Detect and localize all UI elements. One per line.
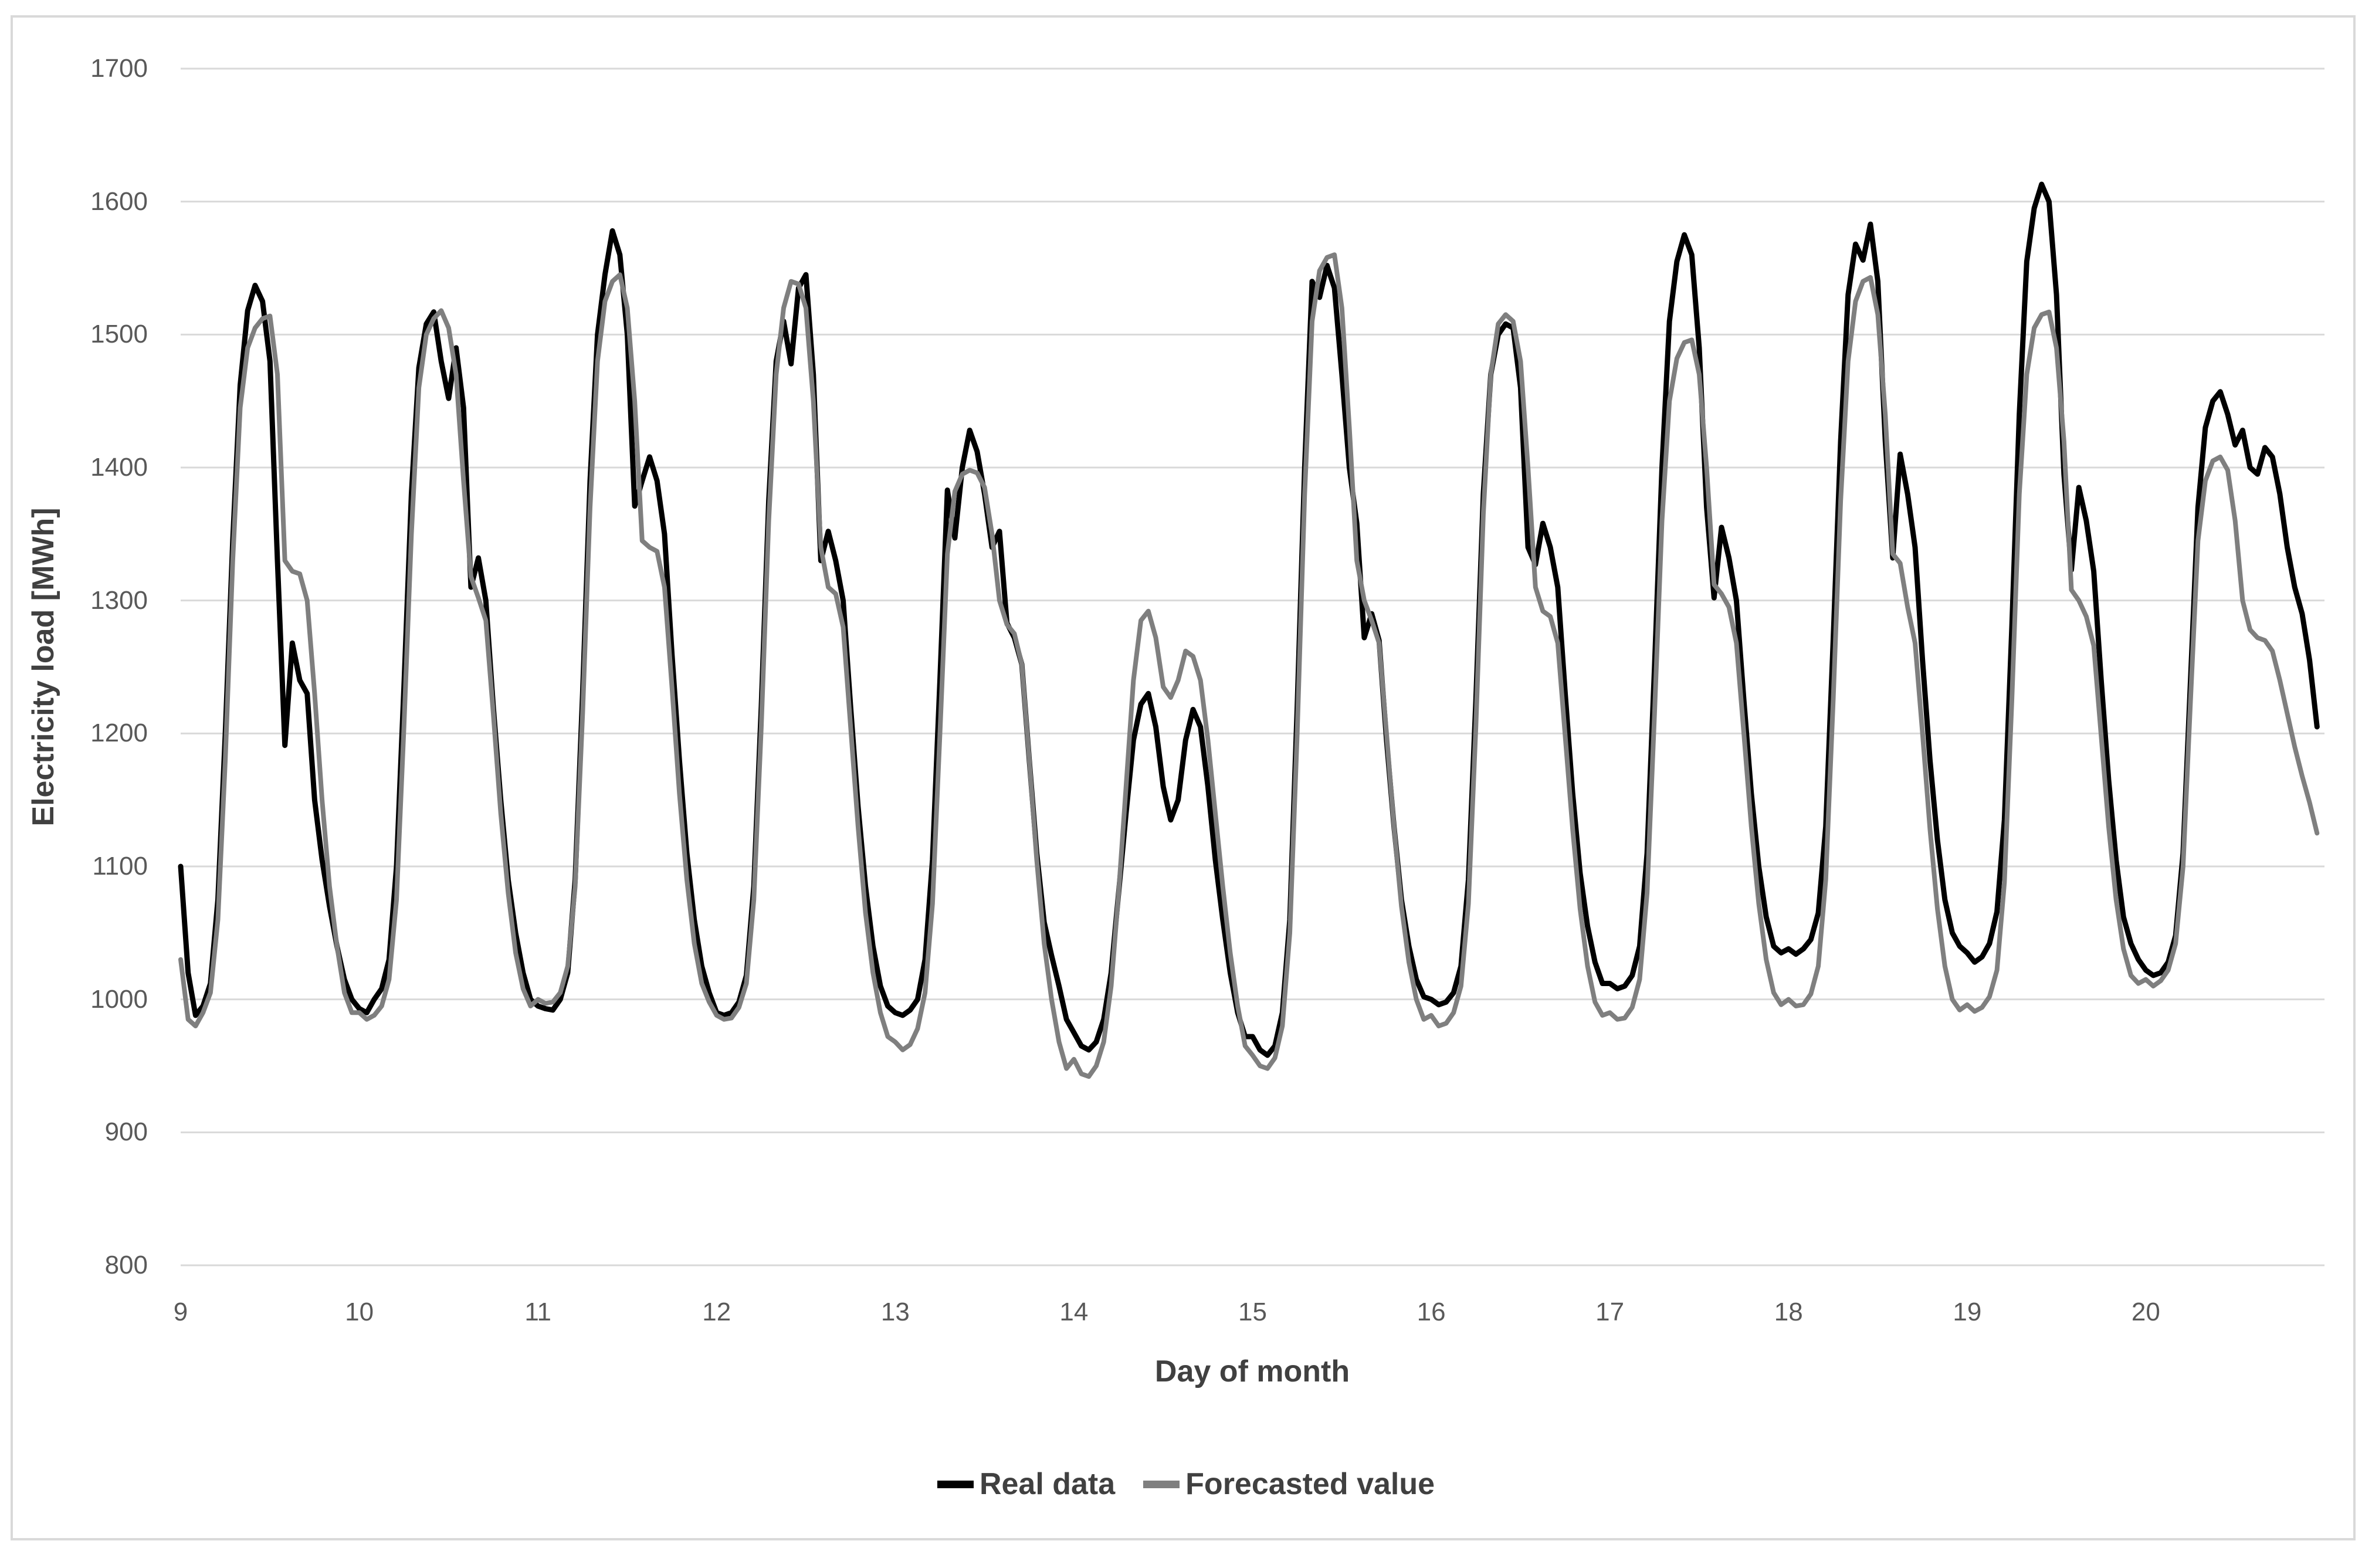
legend-label-real-data: Real data — [979, 1467, 1116, 1501]
y-tick-label: 1200 — [90, 719, 148, 748]
x-tick-label: 11 — [524, 1298, 551, 1326]
forecasted-value-line-swatch-icon — [1143, 1480, 1180, 1488]
y-tick-label: 1600 — [90, 187, 148, 216]
y-tick-label: 900 — [104, 1117, 148, 1147]
y-tick-label: 1700 — [90, 54, 148, 83]
x-tick-label: 14 — [1059, 1298, 1089, 1326]
y-tick-label: 1000 — [90, 984, 148, 1014]
x-tick-label: 9 — [173, 1298, 188, 1326]
series-line-real-data — [178, 181, 2320, 1058]
y-axis-title: Electricity load [MWh] — [26, 507, 60, 827]
x-tick-label: 10 — [345, 1298, 374, 1326]
x-tick-label: 17 — [1595, 1298, 1625, 1326]
x-tick-label: 20 — [2131, 1298, 2160, 1326]
x-tick-label: 19 — [1953, 1298, 1982, 1326]
x-tick-label: 13 — [880, 1298, 910, 1326]
y-tick-label: 800 — [104, 1251, 148, 1279]
y-tick-label: 1100 — [92, 852, 148, 880]
y-tick-label: 1400 — [90, 453, 148, 482]
x-tick-label: 12 — [702, 1298, 731, 1326]
real-data-line-swatch-icon — [937, 1480, 974, 1488]
legend-item-forecasted-value: Forecasted value — [1143, 1467, 1435, 1502]
legend: Real data Forecasted value — [0, 1467, 2372, 1502]
series-line-forecasted-value — [178, 252, 2320, 1079]
x-tick-label: 15 — [1238, 1298, 1267, 1326]
x-axis-title: Day of month — [1154, 1354, 1350, 1388]
x-tick-label: 16 — [1417, 1298, 1446, 1326]
legend-label-forecasted-value: Forecasted value — [1185, 1467, 1435, 1501]
y-tick-label: 1300 — [90, 585, 148, 615]
x-tick-label: 18 — [1774, 1298, 1803, 1326]
y-tick-label: 1500 — [90, 320, 148, 349]
legend-item-real-data: Real data — [937, 1467, 1115, 1502]
